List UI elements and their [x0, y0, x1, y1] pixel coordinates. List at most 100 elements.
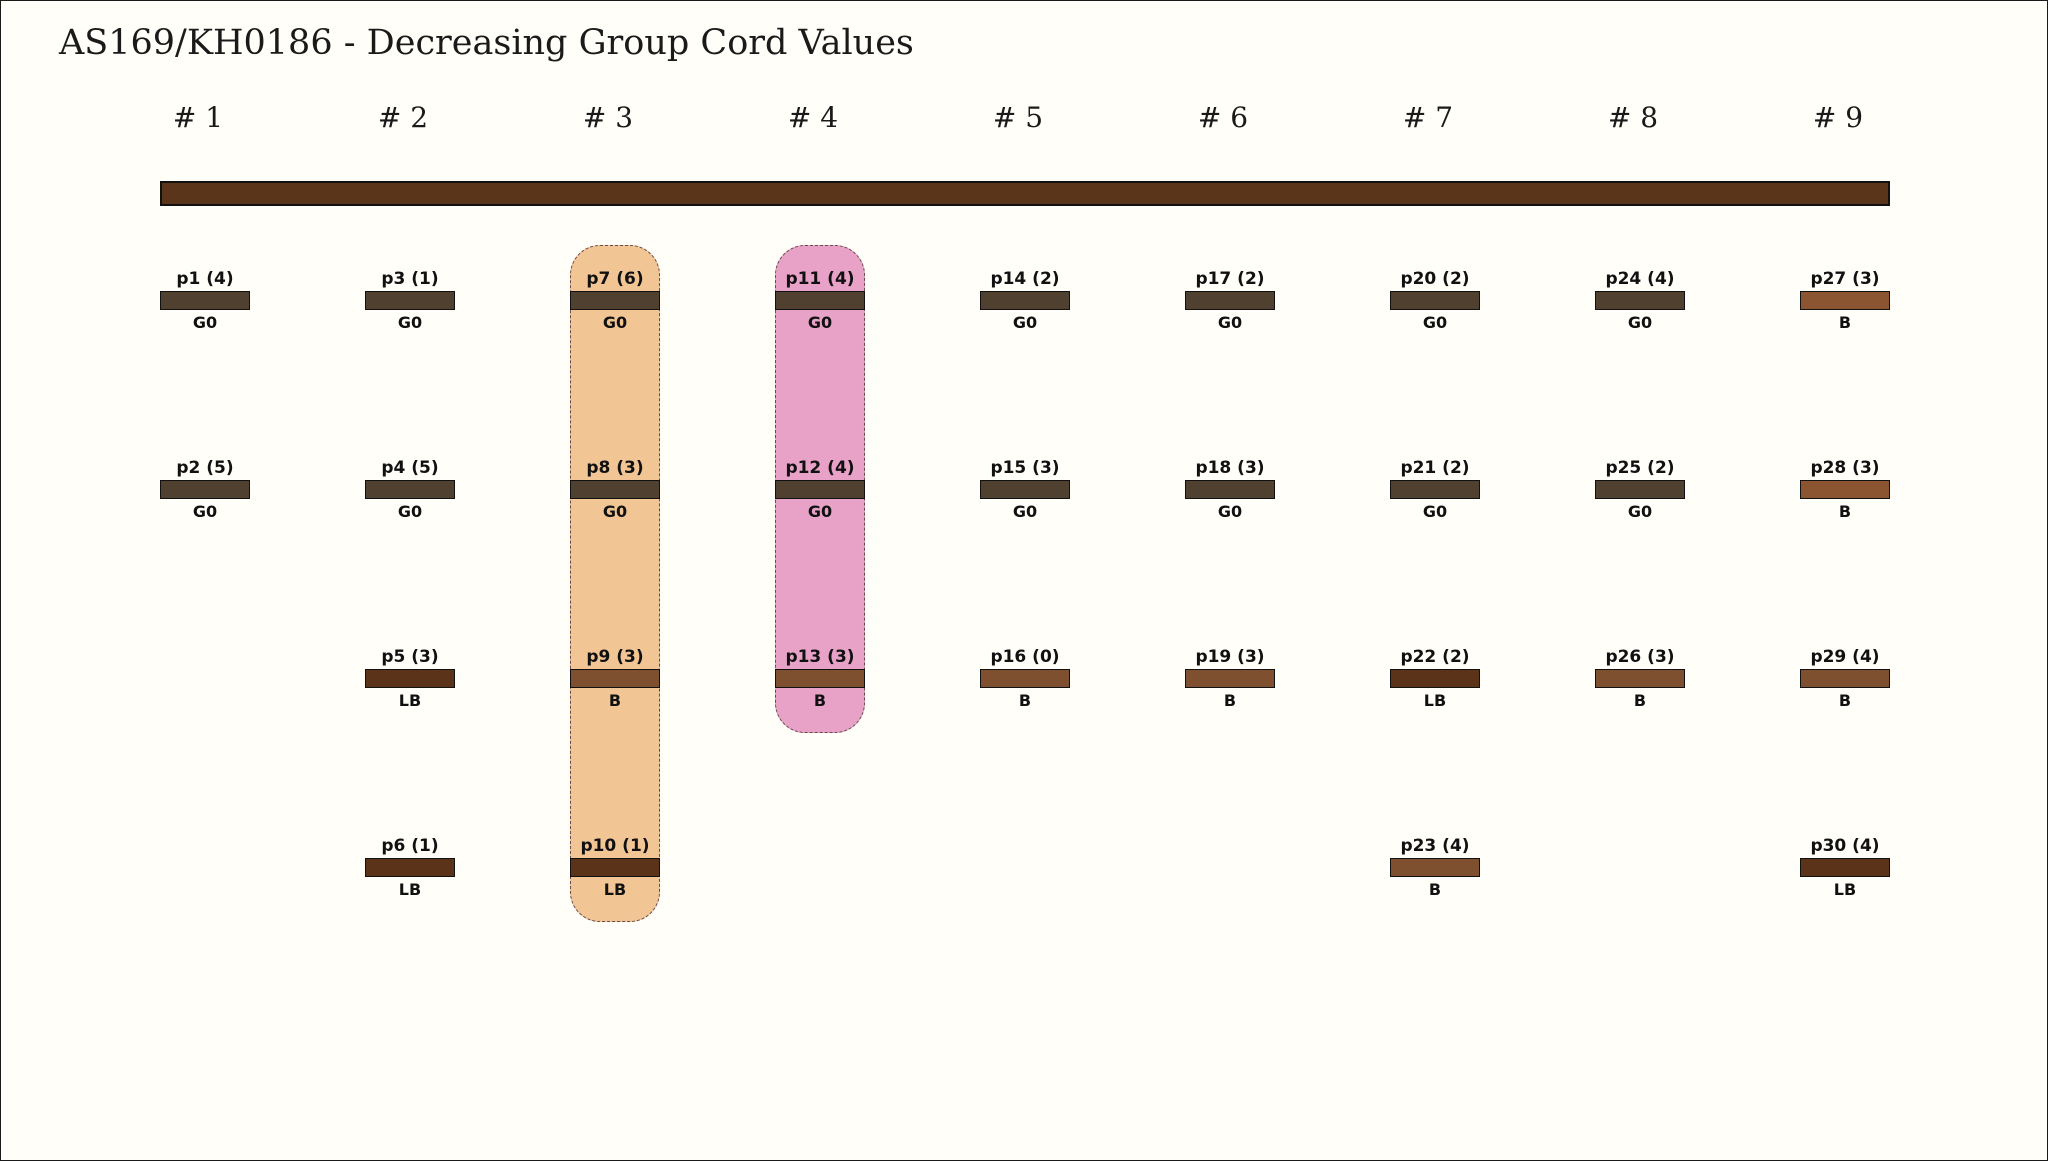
pendant-cord: p20 (2) G0 — [1390, 269, 1480, 339]
cord-label: p14 (2) — [990, 269, 1060, 289]
cord-color-code: B — [608, 691, 622, 710]
cord-label: p26 (3) — [1605, 647, 1675, 667]
group-label-9: # 9 — [1812, 101, 1864, 134]
pendant-cord: p27 (3) B — [1800, 269, 1890, 339]
pendant-cord: p2 (5) G0 — [160, 458, 250, 528]
pendant-cord: p15 (3) G0 — [980, 458, 1070, 528]
cord-color-code: G0 — [192, 502, 218, 521]
pendant-cord: p4 (5) G0 — [365, 458, 455, 528]
cord-bar — [775, 480, 865, 499]
cord-label: p6 (1) — [381, 836, 439, 856]
cord-bar — [1595, 669, 1685, 688]
cord-bar — [1185, 291, 1275, 310]
pendant-cord: p3 (1) G0 — [365, 269, 455, 339]
cord-label: p13 (3) — [785, 647, 855, 667]
group-label-1: # 1 — [172, 101, 224, 134]
page-title: AS169/KH0186 - Decreasing Group Cord Val… — [59, 23, 914, 63]
cord-bar — [1185, 669, 1275, 688]
cord-color-code: LB — [398, 691, 422, 710]
cord-color-code: G0 — [1627, 313, 1653, 332]
pendant-cord: p1 (4) G0 — [160, 269, 250, 339]
pendant-cord: p13 (3) B — [775, 647, 865, 717]
main-cord — [160, 181, 1890, 206]
pendant-cord: p19 (3) B — [1185, 647, 1275, 717]
group-label-6: # 6 — [1197, 101, 1249, 134]
cord-bar — [1800, 480, 1890, 499]
cord-bar — [980, 291, 1070, 310]
cord-label: p10 (1) — [580, 836, 650, 856]
cord-color-code: G0 — [1422, 502, 1448, 521]
cord-bar — [1185, 480, 1275, 499]
cord-color-code: G0 — [1217, 502, 1243, 521]
pendant-cord: p16 (0) B — [980, 647, 1070, 717]
cord-bar — [1800, 858, 1890, 877]
cord-color-code: G0 — [602, 313, 628, 332]
cord-bar — [365, 669, 455, 688]
cord-bar — [1595, 291, 1685, 310]
cord-bar — [365, 291, 455, 310]
cord-color-code: LB — [398, 880, 422, 899]
cord-color-code: G0 — [397, 313, 423, 332]
cord-color-code: LB — [1423, 691, 1447, 710]
cord-bar — [1390, 669, 1480, 688]
cord-bar — [1800, 291, 1890, 310]
cord-bar — [980, 480, 1070, 499]
cord-color-code: B — [1838, 502, 1852, 521]
pendant-cord: p9 (3) B — [570, 647, 660, 717]
cord-color-code: B — [1223, 691, 1237, 710]
cord-label: p17 (2) — [1195, 269, 1265, 289]
cord-bar — [775, 669, 865, 688]
cord-bar — [570, 291, 660, 310]
group-label-4: # 4 — [787, 101, 839, 134]
cord-color-code: G0 — [1012, 502, 1038, 521]
pendant-cord: p25 (2) G0 — [1595, 458, 1685, 528]
cord-color-code: LB — [603, 880, 627, 899]
pendant-cord: p14 (2) G0 — [980, 269, 1070, 339]
pendant-cord: p28 (3) B — [1800, 458, 1890, 528]
pendant-cord: p6 (1) LB — [365, 836, 455, 906]
cord-bar — [775, 291, 865, 310]
cord-label: p28 (3) — [1810, 458, 1880, 478]
cord-label: p27 (3) — [1810, 269, 1880, 289]
cord-color-code: G0 — [807, 502, 833, 521]
cord-color-code: B — [813, 691, 827, 710]
cord-color-code: B — [1428, 880, 1442, 899]
cord-label: p21 (2) — [1400, 458, 1470, 478]
cord-label: p22 (2) — [1400, 647, 1470, 667]
group-label-3: # 3 — [582, 101, 634, 134]
cord-color-code: G0 — [397, 502, 423, 521]
cord-label: p15 (3) — [990, 458, 1060, 478]
cord-label: p19 (3) — [1195, 647, 1265, 667]
pendant-cord: p21 (2) G0 — [1390, 458, 1480, 528]
cord-label: p3 (1) — [381, 269, 439, 289]
cord-label: p20 (2) — [1400, 269, 1470, 289]
highlight-group-3 — [570, 245, 660, 922]
pendant-cord: p5 (3) LB — [365, 647, 455, 717]
cord-color-code: G0 — [1012, 313, 1038, 332]
pendant-cord: p10 (1) LB — [570, 836, 660, 906]
pendant-cord: p18 (3) G0 — [1185, 458, 1275, 528]
pendant-cord: p30 (4) LB — [1800, 836, 1890, 906]
cord-label: p12 (4) — [785, 458, 855, 478]
cord-color-code: G0 — [807, 313, 833, 332]
cord-label: p23 (4) — [1400, 836, 1470, 856]
cord-bar — [1390, 858, 1480, 877]
cord-bar — [365, 480, 455, 499]
group-label-2: # 2 — [377, 101, 429, 134]
cord-color-code: B — [1018, 691, 1032, 710]
cord-color-code: G0 — [1217, 313, 1243, 332]
cord-bar — [1595, 480, 1685, 499]
cord-label: p1 (4) — [176, 269, 234, 289]
cord-color-code: LB — [1833, 880, 1857, 899]
cord-label: p24 (4) — [1605, 269, 1675, 289]
cord-label: p29 (4) — [1810, 647, 1880, 667]
cord-label: p18 (3) — [1195, 458, 1265, 478]
cord-label: p16 (0) — [990, 647, 1060, 667]
cord-label: p8 (3) — [586, 458, 644, 478]
cord-bar — [160, 291, 250, 310]
pendant-cord: p17 (2) G0 — [1185, 269, 1275, 339]
pendant-cord: p29 (4) B — [1800, 647, 1890, 717]
cord-bar — [1390, 480, 1480, 499]
pendant-cord: p24 (4) G0 — [1595, 269, 1685, 339]
cord-bar — [570, 858, 660, 877]
